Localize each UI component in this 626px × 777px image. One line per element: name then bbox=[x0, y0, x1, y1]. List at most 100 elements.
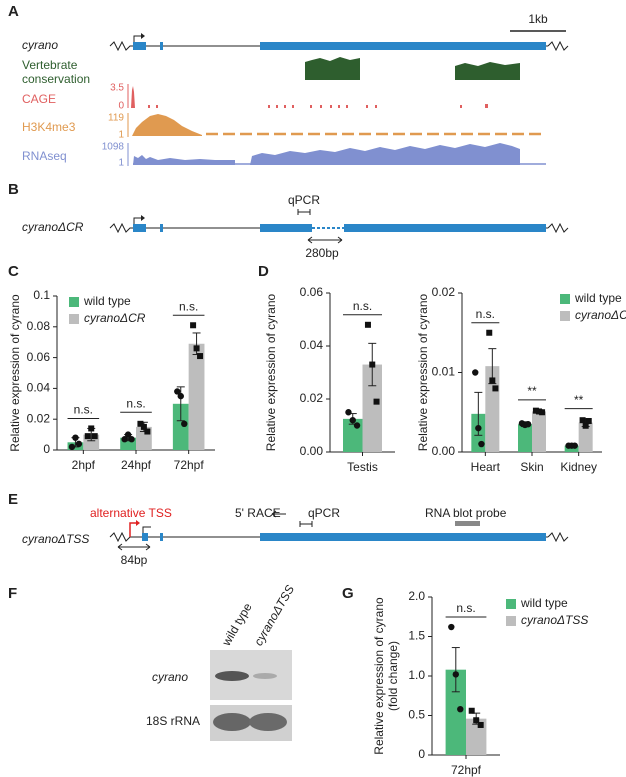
data-point bbox=[582, 422, 589, 429]
gene-model bbox=[109, 33, 569, 52]
x-tick-label: Testis bbox=[347, 460, 378, 474]
conservation-block bbox=[305, 57, 360, 80]
legend-swatch bbox=[506, 616, 516, 626]
y-tick-label: 0.04 bbox=[27, 381, 51, 395]
legend-label: wild type bbox=[574, 291, 622, 305]
data-point bbox=[473, 717, 480, 724]
data-point bbox=[140, 423, 147, 430]
significance-label: ** bbox=[527, 384, 537, 398]
panel-label: D bbox=[258, 263, 269, 280]
track-name: conservation bbox=[22, 72, 90, 86]
x-tick-label: Heart bbox=[471, 460, 501, 474]
conservation-block bbox=[455, 62, 520, 80]
data-point bbox=[532, 407, 539, 414]
y-tick-label: 0.00 bbox=[432, 444, 456, 458]
bar bbox=[188, 343, 205, 450]
zigzag bbox=[547, 40, 569, 52]
significance-label: n.s. bbox=[456, 601, 475, 615]
data-point bbox=[477, 721, 484, 728]
data-point bbox=[353, 422, 361, 429]
tss-arrowhead bbox=[141, 215, 145, 221]
x-tick-label: 24hpf bbox=[121, 458, 152, 472]
legend-swatch bbox=[69, 314, 79, 324]
probe-label: RNA blot probe bbox=[425, 506, 507, 520]
legend-label: cyranoΔCR bbox=[84, 311, 146, 325]
h3k4me3-signal bbox=[132, 114, 202, 136]
gene-name: cyrano bbox=[22, 38, 58, 52]
data-point bbox=[177, 392, 184, 400]
qpcr-amplicon bbox=[297, 209, 311, 215]
data-point bbox=[571, 442, 578, 449]
tss-arrowhead bbox=[141, 33, 145, 39]
data-point bbox=[349, 417, 356, 424]
exon bbox=[160, 42, 163, 50]
exon bbox=[344, 224, 546, 232]
legend-label: wild type bbox=[520, 596, 568, 610]
data-point bbox=[193, 345, 200, 352]
y-tick-label: 0.06 bbox=[300, 285, 324, 299]
data-point bbox=[174, 388, 181, 395]
data-point bbox=[585, 417, 592, 424]
legend-label: cyranoΔCR bbox=[575, 308, 626, 322]
data-point bbox=[345, 409, 352, 416]
deletion-label: 280bp bbox=[305, 246, 339, 260]
alt-tss-label: alternative TSS bbox=[90, 506, 172, 520]
significance-label: n.s. bbox=[353, 299, 372, 313]
data-point bbox=[539, 409, 546, 416]
blot-band bbox=[213, 713, 251, 731]
y-axis-label: Relative expression of cyrano bbox=[416, 293, 430, 451]
x-tick-label: 72hpf bbox=[174, 458, 205, 472]
offset-arrow bbox=[117, 543, 151, 551]
panel-label: E bbox=[8, 491, 18, 508]
track-max: 1098 bbox=[102, 142, 125, 153]
x-tick-label: 72hpf bbox=[451, 763, 482, 777]
y-tick-label: 0.04 bbox=[300, 338, 324, 352]
legend-swatch bbox=[560, 311, 570, 321]
data-point bbox=[137, 420, 144, 427]
track-name: H3K4me3 bbox=[22, 120, 76, 134]
qpcr-amplicon bbox=[299, 521, 313, 527]
y-tick-label: 0.06 bbox=[27, 350, 51, 364]
exon bbox=[133, 42, 146, 50]
gene-name: cyranoΔCR bbox=[22, 220, 84, 234]
cage-peak bbox=[131, 86, 135, 108]
data-point bbox=[88, 425, 95, 432]
deletion-arrow bbox=[307, 236, 343, 244]
data-point bbox=[468, 707, 475, 714]
y-axis-label: Relative expression of cyrano bbox=[372, 597, 386, 755]
y-tick-label: 0.01 bbox=[432, 365, 456, 379]
intron-line bbox=[109, 222, 548, 234]
exon bbox=[160, 533, 163, 541]
data-point bbox=[448, 623, 455, 631]
y-axis-label: Relative expression of cyrano bbox=[8, 294, 22, 452]
panel-label: C bbox=[8, 263, 19, 280]
bar bbox=[445, 669, 466, 755]
legend-label: cyranoΔTSS bbox=[521, 613, 588, 627]
data-point bbox=[68, 443, 76, 451]
data-point bbox=[486, 329, 493, 336]
x-tick-label: Kidney bbox=[560, 460, 597, 474]
data-point bbox=[364, 321, 371, 328]
exon bbox=[260, 224, 312, 232]
blot-band bbox=[215, 671, 249, 681]
y-tick-label: 1.0 bbox=[408, 668, 425, 682]
data-point bbox=[489, 377, 496, 384]
race-arrow bbox=[271, 510, 286, 518]
track-name: CAGE bbox=[22, 92, 56, 106]
blot-band bbox=[249, 713, 287, 731]
data-point bbox=[181, 420, 188, 428]
data-point bbox=[475, 424, 482, 432]
y-tick-label: 0.02 bbox=[300, 391, 324, 405]
lane-label: wild type bbox=[219, 600, 255, 649]
y-axis-label: (fold change) bbox=[386, 641, 400, 711]
blot-band bbox=[253, 673, 277, 679]
bar bbox=[172, 403, 189, 450]
panel-label: A bbox=[8, 3, 19, 20]
data-point bbox=[128, 436, 135, 443]
track-min: 0 bbox=[118, 101, 124, 112]
data-point bbox=[472, 369, 479, 376]
y-tick-label: 0.5 bbox=[408, 708, 425, 722]
y-tick-label: 0 bbox=[43, 442, 50, 456]
data-point bbox=[369, 361, 376, 368]
